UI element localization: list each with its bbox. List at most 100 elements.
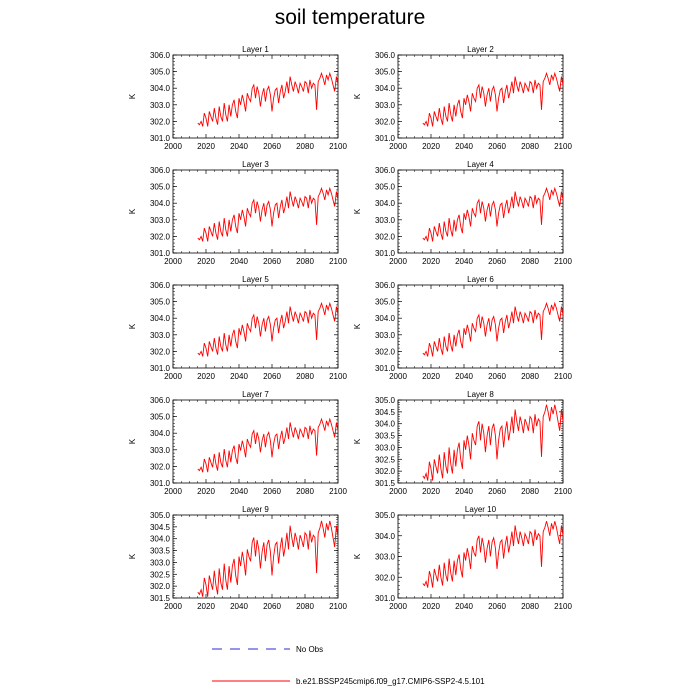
legend-obs-label: No Obs (296, 645, 324, 654)
legend-model-line (212, 680, 290, 682)
panel-title: Layer 8 (467, 390, 494, 399)
y-tick-label: 303.0 (375, 443, 396, 452)
panel-title: Layer 4 (467, 160, 494, 169)
x-tick-label: 2080 (296, 602, 314, 611)
x-tick-label: 2060 (488, 487, 506, 496)
x-tick-label: 2060 (488, 372, 506, 381)
y-tick-label: 301.0 (150, 134, 171, 143)
y-tick-label: 305.0 (150, 183, 171, 192)
y-tick-label: 302.0 (375, 232, 396, 241)
x-tick-label: 2080 (296, 142, 314, 151)
x-tick-label: 2100 (329, 487, 347, 496)
x-tick-label: 2000 (389, 487, 407, 496)
x-tick-label: 2100 (329, 372, 347, 381)
x-tick-label: 2060 (263, 257, 281, 266)
x-tick-label: 2060 (488, 142, 506, 151)
y-axis-label: K (353, 208, 362, 214)
y-tick-label: 305.0 (375, 396, 396, 405)
panel-title: Layer 7 (242, 390, 269, 399)
series-line (422, 71, 564, 127)
x-tick-label: 2040 (455, 487, 473, 496)
y-tick-label: 301.0 (375, 364, 396, 373)
x-tick-label: 2100 (554, 372, 572, 381)
y-tick-label: 303.0 (150, 101, 171, 110)
x-tick-label: 2080 (521, 372, 539, 381)
plot-frame (397, 514, 564, 599)
y-tick-label: 302.0 (375, 467, 396, 476)
y-axis-label: K (353, 93, 362, 99)
y-tick-label: 304.0 (150, 429, 171, 438)
x-tick-label: 2000 (389, 602, 407, 611)
page-title: soil temperature (274, 6, 426, 29)
y-tick-label: 301.0 (150, 364, 171, 373)
legend-obs-line (212, 648, 290, 650)
series-line (197, 417, 339, 473)
x-tick-label: 2020 (197, 602, 215, 611)
panel-1: Layer 1 2000 2020 2040 2060 2080 2100 301.0 302.… (128, 45, 347, 151)
y-tick-label: 303.0 (375, 553, 396, 562)
y-tick-label: 305.0 (375, 68, 396, 77)
legend-model-label: b.e21.BSSP245cmip6.f09_g17.CMIP6-SSP2-4.… (296, 677, 485, 686)
y-tick-label: 305.0 (375, 298, 396, 307)
y-tick-label: 302.0 (150, 232, 171, 241)
y-tick-label: 306.0 (375, 281, 396, 290)
x-tick-label: 2080 (296, 257, 314, 266)
x-tick-label: 2000 (389, 372, 407, 381)
y-tick-label: 302.0 (150, 347, 171, 356)
y-tick-label: 303.0 (150, 446, 171, 455)
x-tick-label: 2000 (164, 142, 182, 151)
y-tick-label: 304.0 (150, 199, 171, 208)
x-tick-label: 2040 (230, 142, 248, 151)
panel-title: Layer 5 (242, 275, 269, 284)
x-tick-label: 2100 (329, 257, 347, 266)
y-tick-label: 301.0 (150, 479, 171, 488)
y-tick-label: 306.0 (375, 166, 396, 175)
x-tick-label: 2040 (230, 487, 248, 496)
x-tick-label: 2020 (422, 602, 440, 611)
x-tick-label: 2000 (164, 257, 182, 266)
x-tick-label: 2060 (263, 487, 281, 496)
x-tick-label: 2020 (422, 372, 440, 381)
panel-2: Layer 2 2000 2020 2040 2060 2080 2100 301.0 302.… (353, 45, 572, 151)
y-tick-label: 301.0 (375, 249, 396, 258)
series-line (197, 301, 339, 357)
y-tick-label: 302.0 (375, 117, 396, 126)
x-tick-label: 2100 (329, 602, 347, 611)
x-tick-label: 2080 (521, 602, 539, 611)
series-line (422, 404, 564, 481)
y-tick-label: 301.0 (375, 134, 396, 143)
y-tick-label: 306.0 (150, 51, 171, 60)
x-tick-label: 2020 (422, 142, 440, 151)
x-tick-label: 2040 (230, 257, 248, 266)
y-tick-label: 301.0 (150, 249, 171, 258)
y-tick-label: 304.0 (150, 314, 171, 323)
y-axis-label: K (128, 438, 137, 444)
y-tick-label: 306.0 (150, 166, 171, 175)
y-tick-label: 303.0 (150, 331, 171, 340)
y-tick-label: 304.5 (375, 408, 396, 417)
x-tick-label: 2100 (554, 602, 572, 611)
y-tick-label: 304.0 (375, 420, 396, 429)
x-tick-label: 2020 (422, 257, 440, 266)
x-tick-label: 2000 (164, 372, 182, 381)
panel-4: Layer 4 2000 2020 2040 2060 2080 2100 301.0 302.… (353, 160, 572, 266)
y-axis-label: K (128, 208, 137, 214)
x-tick-label: 2100 (554, 487, 572, 496)
y-tick-label: 302.5 (150, 570, 171, 579)
y-tick-label: 302.0 (375, 573, 396, 582)
y-tick-label: 306.0 (375, 51, 396, 60)
y-tick-label: 305.0 (375, 183, 396, 192)
panel-title: Layer 3 (242, 160, 269, 169)
series-line (422, 301, 564, 357)
y-tick-label: 305.0 (375, 511, 396, 520)
x-tick-label: 2080 (521, 142, 539, 151)
panel-6: Layer 6 2000 2020 2040 2060 2080 2100 301.0 302.… (353, 275, 572, 381)
panel-10: Layer 10 2000 2020 2040 2060 2080 2100 301.0 302… (353, 505, 572, 611)
y-tick-label: 304.0 (375, 314, 396, 323)
y-tick-label: 301.0 (375, 594, 396, 603)
y-axis-label: K (353, 438, 362, 444)
y-axis-label: K (128, 553, 137, 559)
panel-title: Layer 2 (467, 45, 494, 54)
x-tick-label: 2040 (455, 602, 473, 611)
